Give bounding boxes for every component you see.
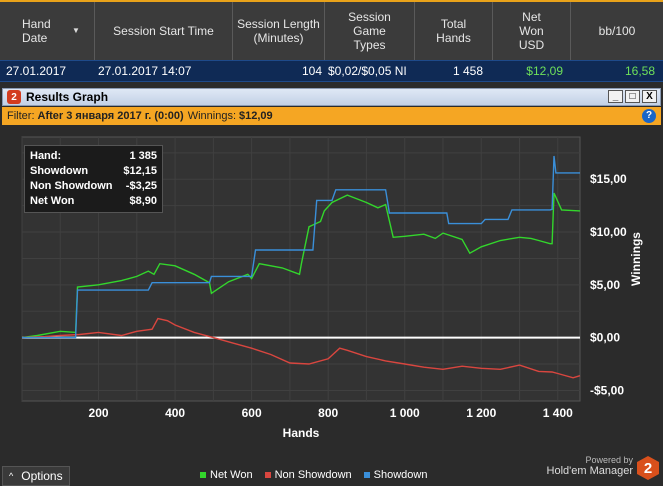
column-header-label: Hand Date — [22, 17, 51, 45]
column-header-label: Session Length (Minutes) — [237, 17, 320, 45]
tooltip-label: Hand: — [30, 150, 62, 162]
column-header-net-won[interactable]: Net Won USD — [493, 2, 571, 60]
brand-name: Hold'em Manager — [546, 465, 633, 477]
filter-value: After 3 января 2017 г. (0:00) — [37, 110, 184, 122]
options-button[interactable]: ^ Options — [2, 466, 70, 486]
help-icon[interactable]: ? — [642, 109, 656, 123]
tooltip-row-non-showdown: Non Showdown -$3,25 — [30, 179, 157, 194]
y-tick-label: $15,00 — [590, 172, 627, 186]
brand-text: Powered by Hold'em Manager — [547, 455, 633, 478]
legend-item-net-won[interactable]: Net Won — [200, 469, 253, 481]
cell-bb100: 16,58 — [624, 64, 655, 78]
chart-legend: Net Won Non Showdown Showdown — [200, 469, 427, 481]
column-header-label: Session Start Time — [113, 24, 214, 38]
legend-label: Showdown — [373, 469, 428, 481]
options-label: Options — [21, 469, 63, 483]
y-axis-label: Winnings — [629, 232, 643, 286]
tooltip-value: $8,90 — [129, 195, 157, 207]
column-header-label: Session Game Types — [348, 10, 391, 52]
tooltip-value: 1 385 — [129, 150, 157, 162]
y-tick-label: -$5,00 — [590, 383, 624, 397]
y-tick-label: $10,00 — [590, 225, 627, 239]
window-title: Results Graph — [26, 90, 109, 104]
x-tick-label: 200 — [89, 406, 109, 420]
tooltip-label: Showdown — [30, 165, 89, 177]
x-tick-label: 600 — [242, 406, 262, 420]
x-tick-label: 1 000 — [390, 406, 420, 420]
x-tick-label: 400 — [165, 406, 185, 420]
y-tick-label: $5,00 — [590, 278, 620, 292]
x-tick-label: 1 400 — [543, 406, 573, 420]
cell-session-start: 27.01.2017 14:07 — [98, 64, 192, 78]
column-header-total-hands[interactable]: Total Hands — [415, 2, 493, 60]
tooltip-row-showdown: Showdown $12,15 — [30, 164, 157, 179]
cell-session-length: 104 — [301, 64, 322, 78]
maximize-button[interactable]: □ — [625, 90, 640, 103]
session-row[interactable]: 27.01.2017 27.01.2017 14:07 104 $0,02/$0… — [0, 60, 663, 82]
sort-desc-icon[interactable]: ▼ — [72, 26, 80, 35]
cell-total-hands: 1 458 — [452, 64, 483, 78]
winnings-value: $12,09 — [239, 110, 273, 122]
legend-swatch — [200, 472, 206, 478]
cell-hand-date: 27.01.2017 — [6, 64, 67, 78]
series-line-non-showdown — [21, 317, 581, 379]
close-button[interactable]: X — [642, 90, 657, 103]
filter-prefix: Filter: — [7, 110, 35, 122]
graph-footer: ^ Options Net Won Non Showdown Showdown … — [0, 455, 663, 486]
cell-net-won: $12,09 — [526, 64, 563, 78]
caret-up-icon: ^ — [9, 471, 14, 481]
tooltip-row-hand: Hand: 1 385 — [30, 149, 157, 164]
x-tick-label: 1 200 — [466, 406, 496, 420]
powered-by-label: Powered by — [585, 455, 633, 465]
results-graph-titlebar[interactable]: 2 Results Graph _ □ X — [2, 88, 661, 106]
tooltip-row-net-won: Net Won $8,90 — [30, 194, 157, 209]
session-table-header: Hand Date ▼ Session Start Time Session L… — [0, 0, 663, 60]
column-header-label: Net Won USD — [518, 10, 545, 52]
column-header-game-types[interactable]: Session Game Types — [325, 2, 415, 60]
hm2-logo-icon: 2 — [637, 456, 659, 480]
filter-bar: Filter: After 3 января 2017 г. (0:00) Wi… — [2, 107, 661, 125]
cell-game-types: $0,02/$0,05 NI — [328, 64, 407, 78]
tooltip-value: $12,15 — [123, 165, 157, 177]
y-tick-label: $0,00 — [590, 331, 620, 345]
series-line-net-won — [21, 192, 581, 339]
column-header-hand-date[interactable]: Hand Date ▼ — [0, 2, 95, 60]
hover-tooltip: Hand: 1 385 Showdown $12,15 Non Showdown -$… — [24, 145, 163, 213]
window-controls: _ □ X — [608, 90, 657, 103]
series-line-showdown — [22, 155, 580, 339]
x-tick-label: 800 — [318, 406, 338, 420]
legend-item-showdown[interactable]: Showdown — [363, 469, 428, 481]
tooltip-label: Net Won — [30, 195, 75, 207]
column-header-label: bb/100 — [598, 24, 636, 38]
winnings-label: Winnings: — [187, 110, 237, 122]
legend-label: Net Won — [210, 469, 253, 481]
tooltip-label: Non Showdown — [30, 180, 113, 192]
column-header-bb100[interactable]: bb/100 — [571, 2, 663, 60]
column-header-session-length[interactable]: Session Length (Minutes) — [233, 2, 325, 60]
tooltip-value: -$3,25 — [125, 180, 157, 192]
minimize-button[interactable]: _ — [608, 90, 623, 103]
column-header-session-start[interactable]: Session Start Time — [95, 2, 233, 60]
x-axis-label: Hands — [283, 426, 320, 440]
legend-swatch — [363, 472, 370, 478]
hm2-badge-icon: 2 — [7, 90, 21, 104]
legend-label: Non Showdown — [274, 469, 352, 481]
legend-item-non-showdown[interactable]: Non Showdown — [264, 469, 352, 481]
results-graph[interactable]: 200 400 600 800 1 000 1 200 1 400 $15,00 $10,00 $… — [2, 125, 661, 463]
column-header-label: Total Hands — [436, 17, 471, 45]
legend-swatch — [264, 472, 271, 478]
